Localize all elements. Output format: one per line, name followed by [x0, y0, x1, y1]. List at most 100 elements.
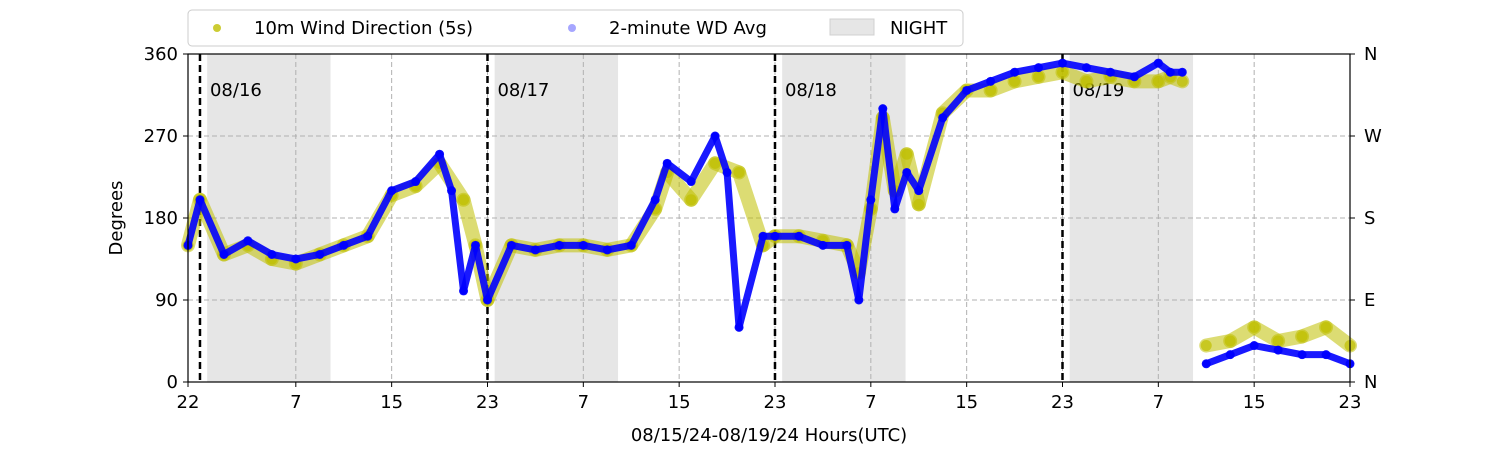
y-axis-label: Degrees — [106, 181, 127, 256]
x-tick-label: 15 — [955, 392, 978, 413]
y2-tick-label: S — [1364, 208, 1375, 229]
y2-tick-label: N — [1364, 44, 1377, 65]
data-point — [1248, 321, 1260, 333]
data-point — [962, 85, 972, 95]
series-trace-segment — [663, 159, 695, 186]
series-layer — [181, 58, 1357, 369]
data-point — [459, 286, 469, 296]
x-tick-label: 15 — [380, 392, 403, 413]
day-marker-label: 08/16 — [210, 80, 262, 101]
series-trace-segment — [723, 168, 743, 331]
data-point — [435, 149, 445, 159]
data-point — [1200, 340, 1212, 352]
x-tick-label: 7 — [1153, 392, 1164, 413]
data-point — [243, 236, 253, 246]
data-point — [602, 245, 612, 255]
data-point — [1009, 75, 1021, 87]
legend-marker — [213, 24, 221, 32]
series-trace-segment — [879, 105, 899, 213]
data-point — [339, 240, 349, 250]
legend-marker — [568, 24, 576, 32]
legend: 10m Wind Direction (5s) 2-minute WD Avg NI… — [187, 9, 964, 47]
data-point — [901, 148, 913, 160]
x-tick-label: 15 — [668, 392, 691, 413]
series-trace-segment — [412, 150, 444, 186]
data-point — [734, 322, 744, 332]
legend-label: NIGHT — [890, 18, 948, 39]
x-tick-label: 7 — [865, 392, 876, 413]
data-point — [818, 240, 828, 250]
y-tick-label: 360 — [144, 44, 178, 65]
legend-label: 10m Wind Direction (5s) — [254, 18, 473, 39]
data-point — [938, 113, 948, 123]
x-axis-label: 08/15/24-08/19/24 Hours(UTC) — [631, 425, 907, 446]
y-tick-label: 270 — [144, 126, 178, 147]
series-trace-segment — [472, 241, 491, 304]
series-trace-segment — [448, 187, 468, 295]
data-point — [1034, 63, 1044, 73]
data-point — [1165, 67, 1175, 77]
data-point — [985, 84, 997, 96]
x-tick-label: 15 — [1243, 392, 1266, 413]
series-wd-avg — [183, 58, 1355, 369]
data-point — [1273, 345, 1283, 355]
data-point — [1177, 67, 1187, 77]
series-trace-segment — [364, 187, 396, 240]
data-point — [1297, 350, 1307, 360]
data-point — [842, 240, 852, 250]
data-point — [986, 76, 996, 86]
series-trace-segment — [196, 196, 228, 258]
series-trace-segment — [483, 241, 515, 304]
series-trace-segment — [939, 86, 971, 122]
data-point — [1320, 321, 1332, 333]
y-tick-label: 0 — [167, 372, 178, 393]
series-trace-segment — [711, 132, 731, 176]
data-point — [530, 245, 540, 255]
data-point — [291, 254, 301, 264]
data-point — [770, 231, 780, 241]
data-point — [363, 231, 373, 241]
data-point — [626, 240, 636, 250]
data-point — [710, 131, 720, 141]
data-point — [1152, 75, 1164, 87]
data-point — [854, 295, 864, 305]
series-trace-segment — [855, 196, 875, 304]
series-trace-segment — [244, 237, 276, 258]
data-point — [878, 104, 888, 114]
data-point — [1010, 67, 1020, 77]
series-trace-segment — [735, 232, 767, 331]
data-point — [1249, 341, 1259, 351]
day-marker-label: 08/17 — [497, 80, 549, 101]
legend-patch — [829, 18, 875, 36]
data-point — [195, 195, 205, 205]
series-trace-segment — [460, 241, 480, 295]
data-point — [267, 249, 277, 259]
data-point — [458, 194, 470, 206]
data-point — [662, 158, 672, 168]
y2-tick-label: W — [1364, 126, 1382, 147]
series-trace-segment — [891, 168, 911, 213]
data-point — [411, 177, 421, 187]
x-tick-label: 22 — [177, 392, 200, 413]
data-point — [1176, 75, 1188, 87]
data-point — [482, 295, 492, 305]
series-trace-segment — [732, 165, 771, 253]
x-tick-label: 7 — [290, 392, 301, 413]
series-trace-segment — [867, 105, 887, 204]
data-point — [1153, 58, 1163, 68]
data-point — [914, 186, 924, 196]
data-point — [1224, 335, 1236, 347]
data-point — [913, 198, 925, 210]
data-point — [315, 249, 325, 259]
x-tick-label: 23 — [764, 392, 787, 413]
data-point — [1056, 66, 1068, 78]
day-markers: 08/16 08/17 08/18 08/19 — [198, 54, 1124, 382]
legend-label: 2-minute WD Avg — [609, 18, 767, 39]
data-point — [219, 249, 229, 259]
data-point — [471, 240, 481, 250]
y-tick-label: 180 — [144, 208, 178, 229]
data-point — [1033, 71, 1045, 83]
data-point — [1296, 330, 1308, 342]
data-point — [866, 195, 876, 205]
